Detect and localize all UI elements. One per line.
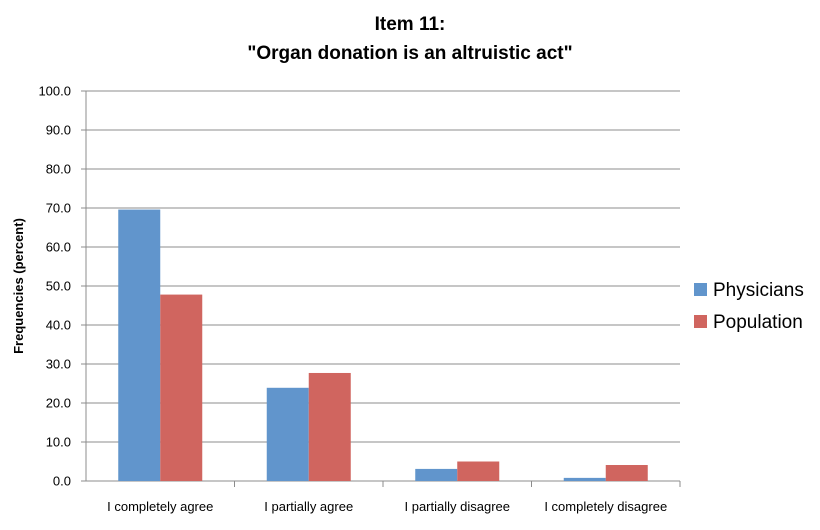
chart-title-line-1: Item 11: [375,14,446,35]
y-tick-label: 20.0 [46,396,71,411]
chart-title-line-2: "Organ donation is an altruistic act" [247,43,572,64]
legend-swatch-population [694,315,707,328]
legend-label-population: Population [713,312,803,333]
bar-population-1 [160,294,203,481]
y-tick-label: 10.0 [46,435,71,450]
legend-swatch-physicians [694,283,707,296]
plot-area: 0.0 10.0 20.0 30.0 40.0 50.0 60.0 70.0 80.0 90.0 1… [38,84,681,514]
y-tick-label: 60.0 [46,240,71,255]
bar-physicians-2 [266,387,309,481]
x-category-label: I partially agree [264,499,353,514]
bar-physicians-4 [563,477,606,481]
x-category-label: I completely agree [107,499,213,514]
bar-population-2 [308,372,351,481]
y-axis-label: Frequencies (percent) [11,218,26,354]
y-tick-label: 40.0 [46,318,71,333]
y-tick-label: 90.0 [46,123,71,138]
y-tick-label: 80.0 [46,162,71,177]
legend: Physicians Population [694,280,804,333]
y-tick-label: 70.0 [46,201,71,216]
legend-label-physicians: Physicians [713,280,804,301]
y-tick-label: 50.0 [46,279,71,294]
y-tick-label: 100.0 [38,84,71,99]
y-tick-label: 0.0 [53,474,71,489]
x-category-label: I completely disagree [544,499,667,514]
bar-population-4 [605,465,648,481]
bar-population-3 [457,461,500,481]
y-tick-label: 30.0 [46,357,71,372]
bar-physicians-1 [118,209,161,481]
x-category-label: I partially disagree [405,499,511,514]
bar-physicians-3 [415,468,458,481]
